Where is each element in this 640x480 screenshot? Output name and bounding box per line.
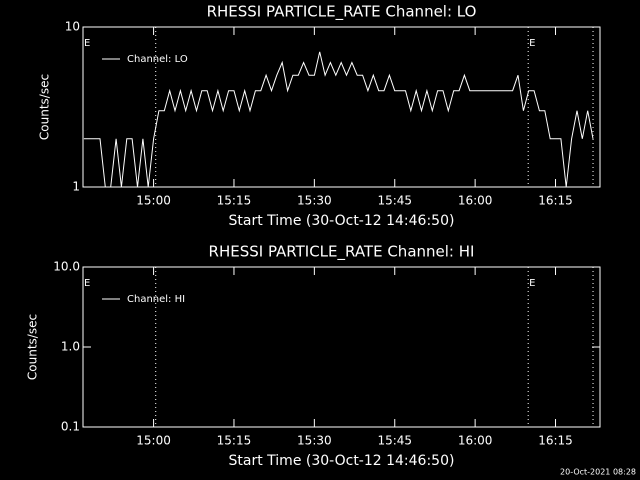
flag-label: E <box>84 278 90 289</box>
x-tick-label: 15:00 <box>136 434 171 448</box>
x-tick-label: 15:15 <box>217 194 252 208</box>
x-tick-label: 16:15 <box>538 194 573 208</box>
chart-title: RHESSI PARTICLE_RATE Channel: LO <box>207 3 477 22</box>
y-tick-label: 1.0 <box>61 340 80 354</box>
flag-label: E <box>84 38 90 49</box>
timestamp: 20-Oct-2021 08:28 <box>560 468 636 477</box>
y-axis-label: Counts/sec <box>38 74 52 140</box>
y-axis-label: Counts/sec <box>26 314 40 380</box>
legend-label: Channel: HI <box>127 294 185 305</box>
y-tick-label: 10.0 <box>53 260 80 274</box>
legend-label: Channel: LO <box>127 54 188 65</box>
x-axis-label: Start Time (30-Oct-12 14:46:50) <box>229 453 455 469</box>
x-tick-label: 15:45 <box>377 194 412 208</box>
data-line <box>83 51 594 188</box>
x-tick-label: 15:15 <box>217 434 252 448</box>
x-tick-label: 16:15 <box>538 434 573 448</box>
x-tick-label: 15:30 <box>297 194 332 208</box>
chart-title: RHESSI PARTICLE_RATE Channel: HI <box>209 243 475 262</box>
x-tick-label: 16:00 <box>458 434 493 448</box>
plot-frame <box>82 26 601 188</box>
x-tick-label: 16:00 <box>458 194 493 208</box>
x-tick-label: 15:30 <box>297 434 332 448</box>
flag-label: E <box>529 278 535 289</box>
x-axis-label: Start Time (30-Oct-12 14:46:50) <box>229 213 455 229</box>
x-tick-label: 15:00 <box>136 194 171 208</box>
x-tick-label: 15:45 <box>377 434 412 448</box>
flag-label: E <box>529 38 535 49</box>
plot-frame <box>82 266 601 428</box>
y-tick-label: 1 <box>72 180 80 194</box>
y-tick-label: 0.1 <box>61 420 80 434</box>
y-tick-label: 10 <box>65 20 80 34</box>
